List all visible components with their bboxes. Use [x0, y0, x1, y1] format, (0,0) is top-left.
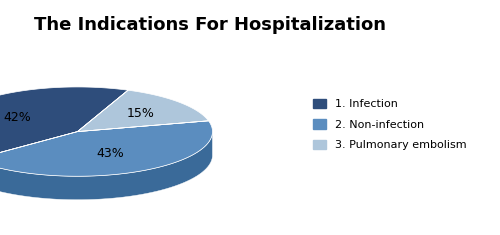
- Text: 42%: 42%: [4, 110, 32, 124]
- PathPatch shape: [0, 121, 212, 176]
- Legend: 1. Infection, 2. Non-infection, 3. Pulmonary embolism: 1. Infection, 2. Non-infection, 3. Pulmo…: [310, 96, 470, 153]
- PathPatch shape: [0, 87, 128, 160]
- Text: 43%: 43%: [97, 147, 124, 160]
- Polygon shape: [0, 133, 212, 200]
- PathPatch shape: [78, 90, 208, 132]
- Text: The Indications For Hospitalization: The Indications For Hospitalization: [34, 16, 386, 35]
- Text: 15%: 15%: [126, 107, 154, 120]
